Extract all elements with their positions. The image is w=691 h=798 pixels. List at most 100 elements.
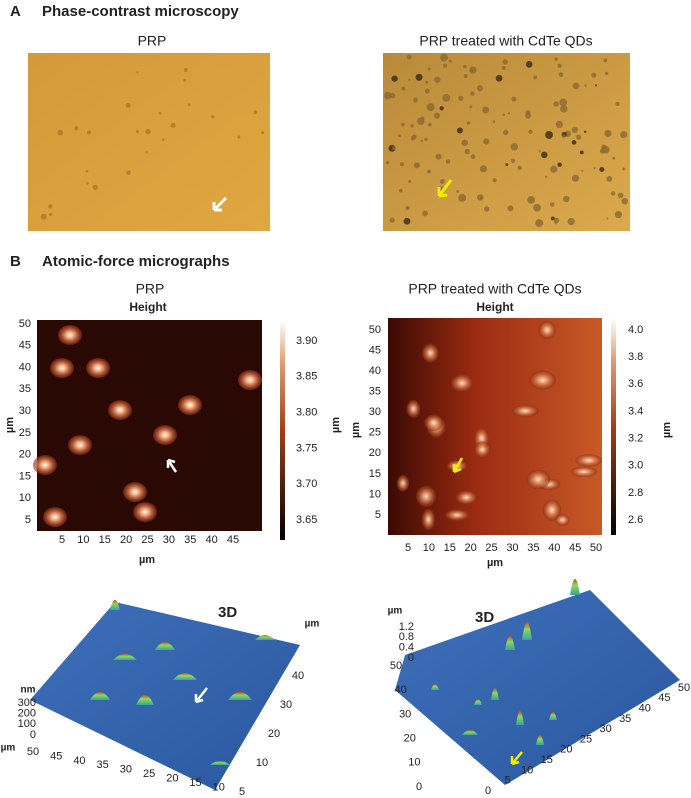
tick-label: 5 [25, 514, 31, 526]
tick-label: 10 [213, 781, 225, 793]
cell [435, 153, 442, 160]
cell [482, 106, 490, 114]
cell [612, 156, 616, 160]
cell [507, 112, 510, 115]
cell [501, 65, 506, 70]
cell [479, 165, 488, 173]
tick-label: 1.2 [399, 621, 414, 633]
cell [470, 91, 475, 96]
tick-label: 50 [27, 746, 39, 758]
cell [145, 151, 148, 154]
cell [410, 124, 414, 128]
cell [125, 102, 131, 108]
tick-label: 4.0 [628, 324, 643, 336]
cell [415, 73, 423, 81]
cell [469, 105, 473, 109]
image-caption: PRP [138, 33, 167, 49]
tick-label: 3.70 [296, 478, 317, 490]
cell [560, 105, 568, 113]
cell [58, 325, 82, 345]
cell [456, 127, 463, 134]
cell [405, 205, 410, 211]
cell [461, 139, 469, 147]
cell [40, 213, 47, 220]
axis-label: µm [4, 417, 16, 433]
tick-label: 5 [239, 786, 245, 798]
cell [545, 175, 548, 178]
tick-label: 50 [590, 542, 602, 554]
cell [253, 110, 258, 115]
tick-label: 40 [369, 365, 381, 377]
tick-label: 35 [619, 713, 631, 725]
cell [541, 151, 548, 159]
cell [87, 130, 92, 135]
cell [525, 110, 531, 116]
peak [155, 642, 175, 650]
cell [559, 98, 568, 107]
cell [126, 170, 131, 176]
view-title: 3D [475, 609, 494, 626]
cell [477, 194, 484, 201]
tick-label: 15 [369, 468, 381, 480]
cell [108, 400, 132, 420]
cell [424, 88, 430, 94]
view-title: 3D [218, 604, 237, 621]
cell [555, 120, 563, 129]
cell [606, 217, 609, 220]
cell [406, 54, 412, 60]
tick-label: 35 [19, 383, 31, 395]
cell [594, 84, 597, 87]
cell [443, 63, 448, 68]
cell [567, 217, 575, 226]
cell [606, 175, 613, 182]
tick-label: 40 [292, 670, 304, 682]
cell [495, 74, 503, 82]
cell [563, 195, 570, 203]
cell [584, 84, 587, 87]
tick-label: 25 [141, 534, 153, 546]
tick-label: 25 [19, 427, 31, 439]
tick-label: 20 [166, 773, 178, 785]
tick-label: 0.4 [399, 642, 414, 654]
tick-label: 0.8 [399, 631, 414, 643]
image-caption: PRP treated with CdTe QDs [419, 33, 592, 49]
arrow [437, 179, 453, 198]
cell [211, 115, 215, 119]
cell [603, 58, 608, 63]
cell [426, 103, 435, 112]
peak [462, 730, 478, 735]
micrograph [383, 53, 630, 231]
peak [110, 600, 120, 610]
cell [133, 502, 157, 522]
tick-label: 10 [521, 764, 533, 776]
peak [549, 712, 557, 720]
tick-label: 3.4 [628, 405, 643, 417]
tick-label: 10 [423, 542, 435, 554]
cell [557, 162, 562, 167]
peak [431, 684, 439, 690]
tick-label: 30 [399, 708, 411, 720]
cell [533, 203, 541, 212]
cell [422, 343, 439, 363]
cell [420, 116, 425, 121]
cell [558, 72, 564, 77]
tick-label: 10 [408, 757, 420, 769]
axis-label: µm [139, 554, 155, 566]
cell [135, 130, 139, 134]
cell [451, 374, 473, 392]
tick-label: 10 [369, 488, 381, 500]
panel-label: B [10, 253, 21, 270]
cell [562, 134, 566, 138]
cell [413, 97, 418, 103]
tick-label: 300 [18, 697, 36, 709]
cell [550, 216, 555, 221]
cell [538, 320, 556, 340]
cell [492, 120, 496, 123]
cell [458, 193, 467, 202]
tick-label: 3.6 [628, 378, 643, 390]
peak [522, 622, 532, 640]
cell [178, 395, 202, 415]
cell [187, 103, 191, 107]
cell [527, 195, 535, 204]
cell [604, 129, 612, 138]
